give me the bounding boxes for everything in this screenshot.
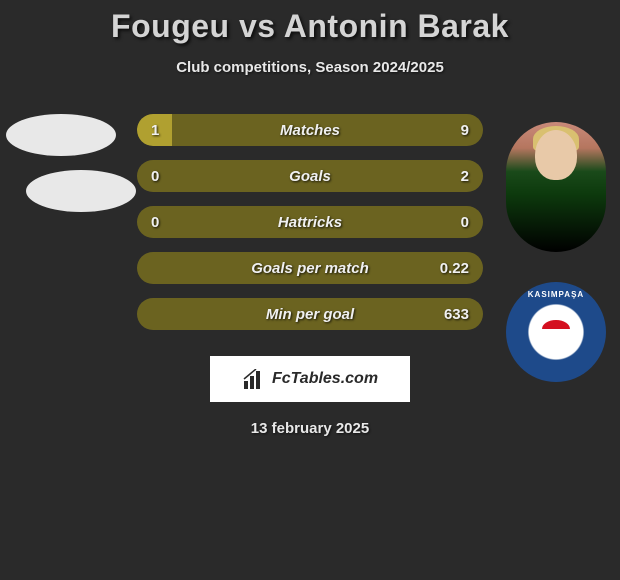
stat-row: 0Goals2 xyxy=(137,160,483,192)
stat-row: Min per goal633 xyxy=(137,298,483,330)
stats-list: 1Matches90Goals20Hattricks0Goals per mat… xyxy=(0,114,620,330)
branding-label: FcTables.com xyxy=(272,370,378,388)
subtitle: Club competitions, Season 2024/2025 xyxy=(0,59,620,76)
stat-left-value: 1 xyxy=(137,122,187,139)
stat-left-value: 0 xyxy=(137,168,187,185)
stat-row: 0Hattricks0 xyxy=(137,206,483,238)
stat-right-value: 0.22 xyxy=(433,260,483,277)
stat-label: Hattricks xyxy=(187,214,433,231)
stat-row: 1Matches9 xyxy=(137,114,483,146)
date-label: 13 february 2025 xyxy=(0,420,620,437)
stat-label: Min per goal xyxy=(187,306,433,323)
branding-box: FcTables.com xyxy=(210,356,410,402)
stat-right-value: 633 xyxy=(433,306,483,323)
page-title: Fougeu vs Antonin Barak xyxy=(0,8,620,45)
stat-left-value: 0 xyxy=(137,214,187,231)
stat-label: Goals xyxy=(187,168,433,185)
comparison-card: Fougeu vs Antonin Barak Club competition… xyxy=(0,0,620,437)
stat-right-value: 2 xyxy=(433,168,483,185)
stat-label: Matches xyxy=(187,122,433,139)
stat-right-value: 0 xyxy=(433,214,483,231)
stat-label: Goals per match xyxy=(187,260,433,277)
bar-chart-icon xyxy=(242,369,266,389)
stat-row: Goals per match0.22 xyxy=(137,252,483,284)
stat-right-value: 9 xyxy=(433,122,483,139)
